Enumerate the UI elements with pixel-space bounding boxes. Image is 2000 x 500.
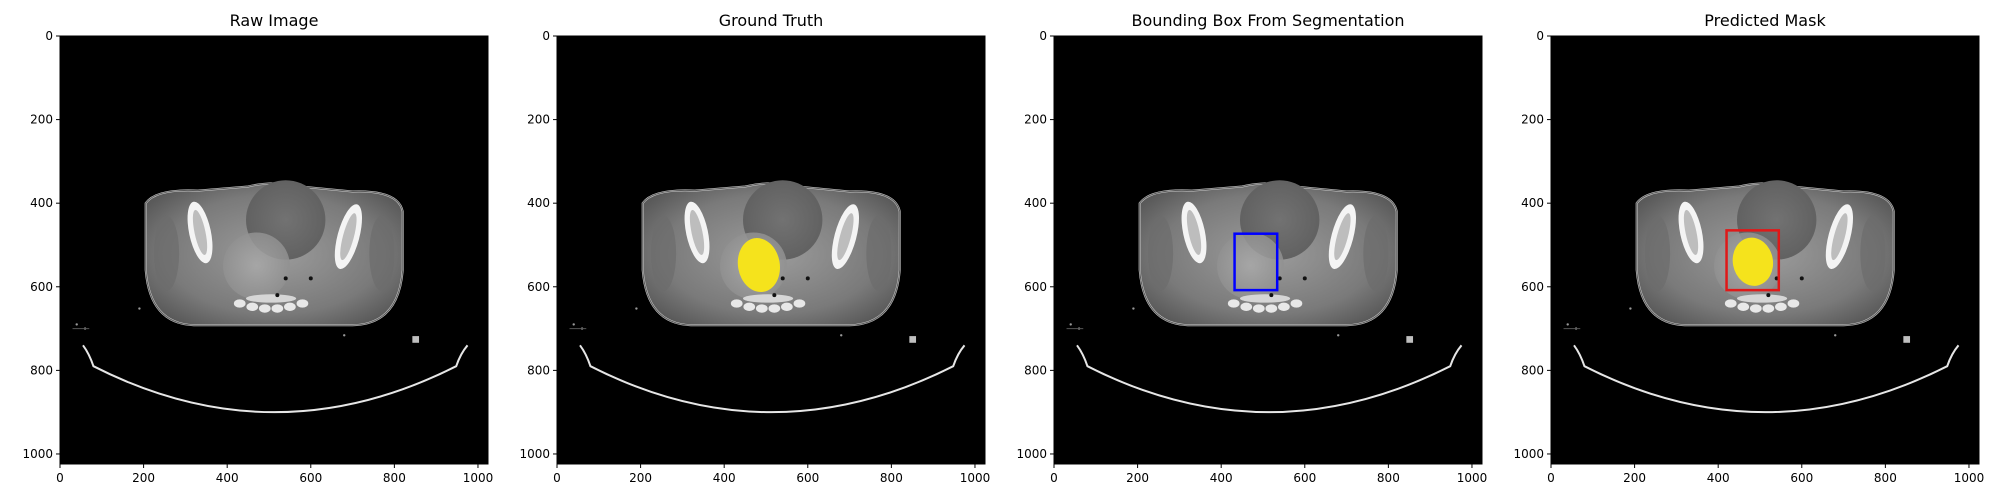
x-tick-label: 0	[553, 471, 561, 485]
panel-title: Bounding Box From Segmentation	[1131, 11, 1404, 30]
x-tick-label: 1000	[1457, 471, 1488, 485]
x-tick-label: 200	[629, 471, 652, 485]
x-tick-label: 1000	[960, 471, 991, 485]
x-tick-label: 0	[56, 471, 64, 485]
y-tick-label: 800	[1521, 363, 1544, 377]
x-tick-label: 200	[1623, 471, 1646, 485]
x-tick-label: 400	[1210, 471, 1233, 485]
y-tick-label: 600	[30, 280, 53, 294]
panel-3: Bounding Box From Segmentation 0 200 400 600…	[1016, 11, 1487, 485]
scanner-table	[579, 344, 966, 414]
x-tick-label: 800	[1377, 471, 1400, 485]
marker-square	[909, 336, 917, 343]
y-tick-label: 1000	[22, 447, 53, 461]
y-tick-label: 600	[1024, 280, 1047, 294]
y-tick-label: 0	[542, 29, 550, 43]
axes-frame	[1053, 35, 1483, 465]
marker-square	[1903, 336, 1911, 343]
x-tick-label: 200	[132, 471, 155, 485]
ct-scan	[72, 180, 469, 414]
axes-frame	[556, 35, 986, 465]
x-tick-label: 1000	[1954, 471, 1985, 485]
y-tick-label: 0	[1039, 29, 1047, 43]
segmentation-mask	[737, 238, 780, 293]
x-tick-label: 600	[299, 471, 322, 485]
y-tick-label: 600	[1521, 280, 1544, 294]
x-tick-label: 600	[1790, 471, 1813, 485]
y-tick-label: 400	[30, 196, 53, 210]
x-tick-label: 400	[713, 471, 736, 485]
ct-scan	[1066, 180, 1463, 414]
ct-scan	[1563, 180, 1960, 414]
scanner-table	[1573, 344, 1960, 414]
marker-square	[1406, 336, 1414, 343]
y-tick-label: 200	[527, 113, 550, 127]
y-tick-label: 1000	[1513, 447, 1544, 461]
x-tick-label: 200	[1126, 471, 1149, 485]
x-tick-label: 800	[1874, 471, 1897, 485]
y-tick-label: 0	[45, 29, 53, 43]
ct-scan	[569, 180, 966, 414]
x-tick-label: 600	[1293, 471, 1316, 485]
scanner-table	[82, 344, 469, 414]
bounding-box	[1233, 232, 1279, 292]
x-tick-label: 400	[216, 471, 239, 485]
y-tick-label: 400	[1024, 196, 1047, 210]
tumor-region	[223, 232, 290, 300]
x-tick-label: 0	[1547, 471, 1555, 485]
segmentation-mask	[1732, 237, 1774, 286]
y-tick-label: 200	[1024, 113, 1047, 127]
x-tick-label: 800	[383, 471, 406, 485]
y-tick-label: 400	[1521, 196, 1544, 210]
panel-title: Predicted Mask	[1704, 11, 1826, 30]
panel-title: Ground Truth	[719, 11, 824, 30]
y-tick-label: 800	[1024, 363, 1047, 377]
axes-frame	[59, 35, 489, 465]
scanner-table	[1076, 344, 1463, 414]
y-tick-label: 600	[527, 280, 550, 294]
y-tick-label: 1000	[1016, 447, 1047, 461]
y-tick-label: 400	[527, 196, 550, 210]
y-tick-label: 200	[1521, 113, 1544, 127]
panel-title: Raw Image	[230, 11, 319, 30]
marker-square	[412, 336, 420, 343]
x-tick-label: 800	[880, 471, 903, 485]
y-tick-label: 1000	[519, 447, 550, 461]
x-tick-label: 600	[796, 471, 819, 485]
x-tick-label: 1000	[463, 471, 494, 485]
x-tick-label: 400	[1707, 471, 1730, 485]
x-tick-label: 0	[1050, 471, 1058, 485]
axes-frame	[1550, 35, 1980, 465]
y-tick-label: 800	[30, 363, 53, 377]
y-tick-label: 200	[30, 113, 53, 127]
y-tick-label: 800	[527, 363, 550, 377]
y-tick-label: 0	[1536, 29, 1544, 43]
bounding-box	[1725, 229, 1781, 292]
